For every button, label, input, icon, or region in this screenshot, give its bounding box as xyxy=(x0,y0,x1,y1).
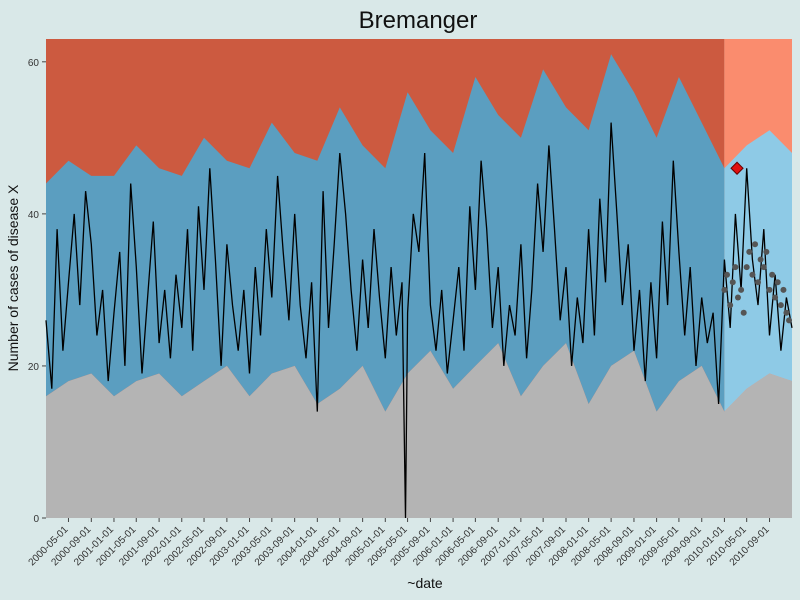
y-tick-label: 20 xyxy=(28,362,40,373)
chart-title: Bremanger xyxy=(359,7,478,34)
x-axis: 2000-05-012000-09-012001-01-012001-05-01… xyxy=(27,518,772,568)
alarm-marker xyxy=(730,161,744,175)
threshold-band xyxy=(46,54,725,412)
data-point xyxy=(780,286,787,293)
data-point xyxy=(740,309,747,316)
data-point xyxy=(757,256,764,263)
series-line xyxy=(45,122,793,519)
x-axis-title: ~date xyxy=(407,575,443,591)
data-point xyxy=(755,279,762,286)
data-point xyxy=(783,309,790,316)
plot-area xyxy=(45,39,793,519)
data-point xyxy=(777,302,784,309)
data-point xyxy=(724,271,731,278)
data-point xyxy=(727,302,734,309)
data-point xyxy=(743,264,750,271)
data-point xyxy=(786,317,793,324)
y-tick-label: 0 xyxy=(33,514,39,525)
data-point xyxy=(749,271,756,278)
y-tick-label: 40 xyxy=(28,210,40,221)
data-point xyxy=(772,294,779,301)
data-point xyxy=(752,241,759,248)
threshold-band-forecast xyxy=(724,130,792,412)
data-point xyxy=(760,264,767,271)
data-point xyxy=(738,286,745,293)
lower-region xyxy=(46,343,792,518)
data-point xyxy=(766,286,773,293)
y-axis-title: Number of cases of disease X xyxy=(5,184,21,371)
data-point xyxy=(769,271,776,278)
y-axis: 0 20 40 60 xyxy=(28,58,46,525)
data-point xyxy=(774,279,781,286)
y-tick-label: 60 xyxy=(28,58,40,69)
data-point xyxy=(732,264,739,271)
data-point xyxy=(746,248,753,255)
data-point xyxy=(763,248,770,255)
data-point xyxy=(729,279,736,286)
data-point xyxy=(734,294,741,301)
data-point xyxy=(721,286,728,293)
